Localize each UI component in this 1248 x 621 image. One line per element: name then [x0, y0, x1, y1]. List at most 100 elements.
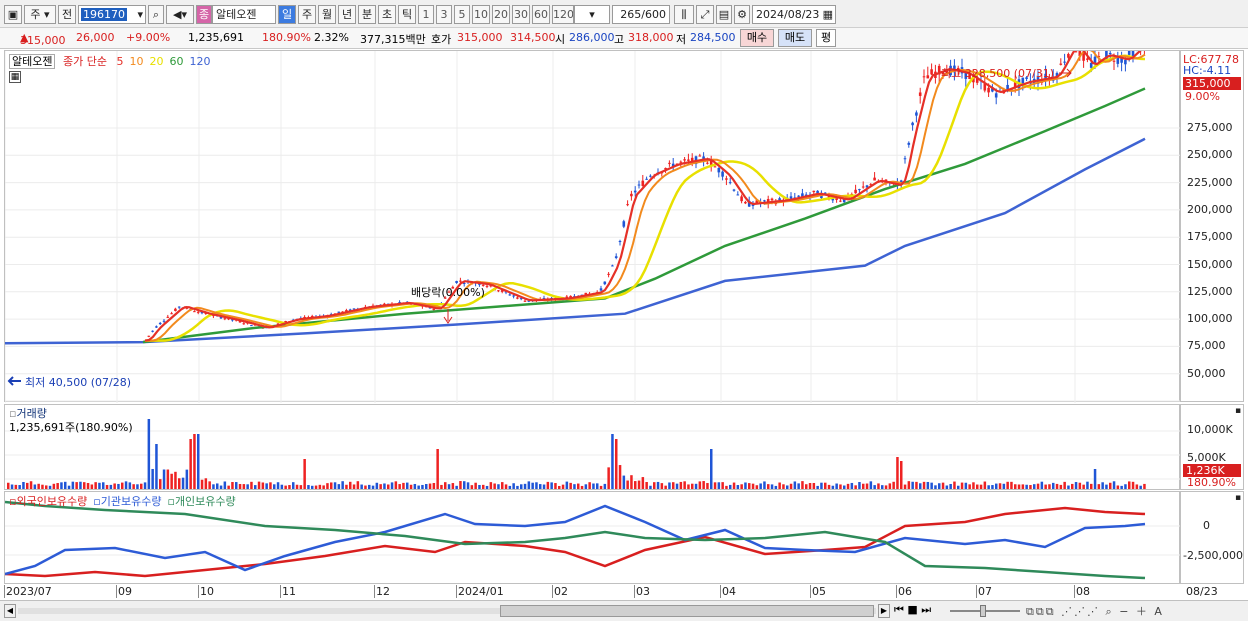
volume-bar	[835, 483, 838, 489]
scrollbar-thumb[interactable]	[500, 605, 874, 617]
x-tick: 05	[812, 585, 826, 598]
volume-bar	[48, 485, 52, 489]
holdings-chart[interactable]	[5, 492, 1181, 585]
volume-bar	[64, 481, 67, 489]
volume-bar	[729, 484, 732, 489]
volume-bar	[261, 482, 265, 489]
price-chart[interactable]	[5, 51, 1181, 403]
tab-period-4[interactable]: 분	[358, 5, 376, 24]
search-icon[interactable]: ⌕	[148, 5, 164, 24]
x-tick: 12	[376, 585, 390, 598]
tab-period-5[interactable]: 초	[378, 5, 396, 24]
volume-bar	[375, 482, 379, 489]
candle-body	[1124, 59, 1127, 65]
volume-bar	[759, 483, 762, 489]
stock-name-field[interactable]: 알테오젠	[212, 5, 276, 24]
interval-1[interactable]: 1	[418, 5, 434, 24]
save-icon[interactable]: ▤	[716, 5, 732, 24]
volume-bar	[964, 482, 968, 489]
scrollbar-track[interactable]	[18, 608, 876, 614]
tab-period-6[interactable]: 틱	[398, 5, 416, 24]
volume-bar	[793, 481, 797, 489]
zoom-handle[interactable]	[980, 605, 986, 617]
tab-period-1[interactable]: 주	[298, 5, 316, 24]
interval-20[interactable]: 20	[492, 5, 510, 24]
price-tick: 100,000	[1187, 312, 1233, 326]
buy-button[interactable]: 매수	[740, 29, 774, 47]
play-controls-icon[interactable]: ⏮ ■ ⏭	[894, 603, 932, 616]
tab-period-3[interactable]: 년	[338, 5, 356, 24]
x-tick: 11	[282, 585, 296, 598]
type-select[interactable]: 전	[58, 5, 76, 24]
code-value: 196170	[81, 8, 127, 21]
market-select[interactable]: 주 ▾	[24, 5, 56, 24]
candle-body	[345, 310, 348, 312]
volume-bar	[546, 481, 550, 489]
interval-3[interactable]: 3	[436, 5, 452, 24]
interval-5[interactable]: 5	[454, 5, 470, 24]
date-field[interactable]: 2024/08/23 ▦	[752, 5, 836, 24]
volume-bar	[949, 483, 952, 489]
scroll-right-icon[interactable]: ▶	[878, 604, 890, 618]
tab-period-2[interactable]: 월	[318, 5, 336, 24]
tool-icons[interactable]: ⧉⧉⧉ ⋰⋰⋰ ⌕ − ＋ A	[1026, 605, 1164, 618]
volume-bar	[181, 477, 185, 489]
volume-bar	[911, 481, 914, 489]
chevron-down-icon[interactable]: ▾	[137, 8, 143, 21]
volume-bar	[896, 457, 899, 489]
candle-body	[352, 308, 356, 310]
candle-body	[740, 196, 743, 202]
sell-button[interactable]: 매도	[778, 29, 812, 47]
eval-button[interactable]: 평	[816, 29, 836, 47]
volume-bar	[121, 482, 124, 489]
gear-icon[interactable]: ⚙	[734, 5, 750, 24]
candle-body	[569, 295, 572, 299]
interval-60[interactable]: 60	[532, 5, 550, 24]
volume-bar	[527, 481, 531, 489]
x-tick-mark	[456, 585, 457, 598]
volume-bar	[831, 485, 835, 489]
volume-bar	[881, 485, 884, 489]
interval-30[interactable]: 30	[512, 5, 530, 24]
candle-icon[interactable]: ⫼	[674, 5, 694, 24]
interval-10[interactable]: 10	[472, 5, 490, 24]
calendar-icon[interactable]: ▦	[822, 8, 833, 21]
custom-interval-select[interactable]: ▾	[574, 5, 610, 24]
price-tick: 150,000	[1187, 257, 1233, 271]
tab-period-0[interactable]: 일	[278, 5, 296, 24]
volume-bar	[816, 485, 819, 489]
volume-bar	[516, 485, 519, 489]
volume-bar	[398, 484, 401, 489]
grid-icon[interactable]: ▦	[9, 71, 21, 83]
count-field[interactable]: 265/600	[612, 5, 670, 24]
speaker-icon[interactable]: ◀▾	[166, 5, 194, 24]
tool-icon[interactable]: ⤢	[696, 5, 714, 24]
x-tick: 09	[118, 585, 132, 598]
interval-120[interactable]: 120	[552, 5, 574, 24]
volume-bar	[588, 482, 591, 489]
volume-bar	[865, 483, 869, 489]
candle-body	[1108, 52, 1112, 55]
code-input[interactable]: 196170 ▾	[78, 5, 146, 24]
candle-body	[630, 193, 633, 197]
volume-chart[interactable]	[5, 405, 1181, 491]
last-rate-tag: 9.00%	[1185, 90, 1220, 103]
volume-bar	[394, 481, 398, 489]
count-value: 265	[620, 8, 642, 21]
candle-body	[679, 161, 683, 163]
close-icon[interactable]: ▪	[1235, 493, 1242, 503]
volume-bar	[763, 481, 766, 489]
scroll-left-icon[interactable]: ◀	[4, 604, 16, 618]
candle-body	[1025, 77, 1028, 79]
min-note: 최저 40,500 (07/28)	[25, 376, 132, 389]
candle-body	[941, 72, 945, 75]
volume-bar	[379, 484, 382, 489]
close-icon[interactable]: ▪	[1235, 406, 1242, 416]
volume-bar	[953, 481, 956, 489]
candle-body	[432, 309, 436, 311]
volume-bar	[478, 484, 481, 489]
candle-body	[831, 198, 835, 201]
price-tick: 75,000	[1187, 339, 1226, 353]
volume-bar	[725, 485, 728, 489]
layout-icon[interactable]: ▣	[4, 5, 22, 24]
